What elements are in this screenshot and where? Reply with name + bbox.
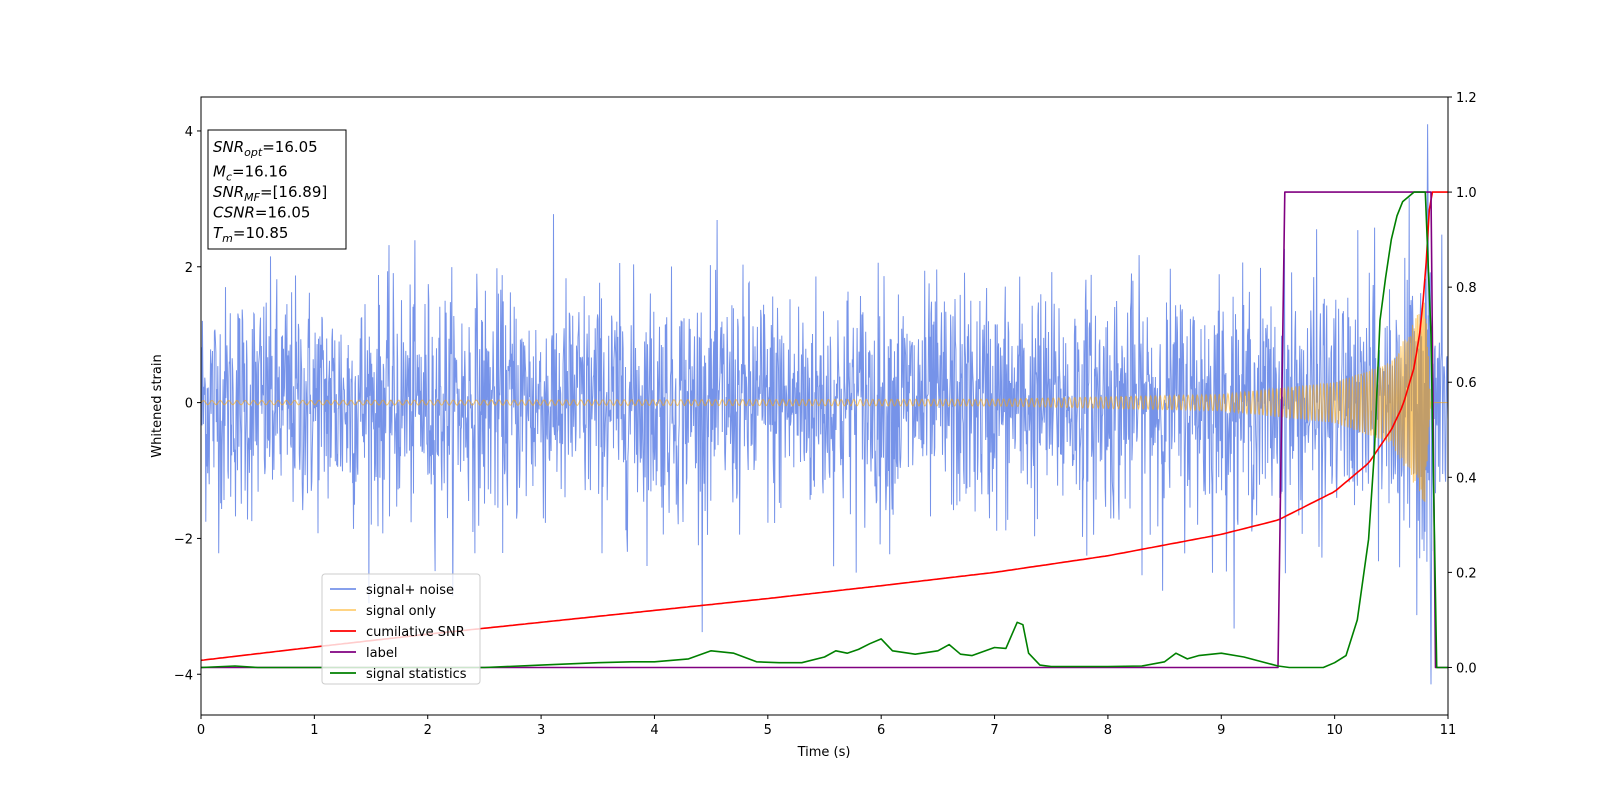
info-annotation-box: SNRopt=16.05 Mc=16.16SNRMF=[16.89]CSNR=16… [207,129,347,250]
y-tick-label: −4 [174,668,193,683]
legend-label: cumilative SNR [366,625,465,640]
y2-tick-label: 0.2 [1456,566,1477,581]
info-line: Tm=10.85 [213,224,288,245]
x-tick-label: 2 [424,723,432,738]
series-signal-statistics-line [201,191,1448,669]
legend-label: label [366,646,397,661]
x-tick-label: 0 [197,723,205,738]
x-tick-label: 8 [1104,723,1112,738]
y2-tick-label: 1.0 [1456,186,1477,201]
legend-label: signal only [366,604,436,619]
y2-tick-label: 0.4 [1456,471,1477,486]
series-signal-only-line [201,302,1448,502]
info-line: Mc=16.16 [213,163,288,184]
legend-label: signal statistics [366,667,467,682]
y2-tick-label: 0.6 [1456,376,1477,391]
x-tick-label: 3 [537,723,545,738]
legend-item: label [330,646,397,661]
y-tick-label: 0 [185,397,193,412]
x-tick-label: 1 [310,723,318,738]
legend-item: signal+ noise [330,583,454,598]
info-line: SNRMF=[16.89] [213,183,327,204]
x-tick-label: 10 [1326,723,1343,738]
plot-area-frame [200,96,1449,716]
y2-tick-label: 0.0 [1456,661,1477,676]
x-tick-label: 4 [650,723,658,738]
y2-tick-label: 1.2 [1456,91,1477,106]
x-axis-label: Time (s) [797,745,851,760]
x-tick-label: 6 [877,723,885,738]
x-tick-label: 9 [1217,723,1225,738]
x-tick-label: 5 [764,723,772,738]
x-tick-label: 7 [990,723,998,738]
legend: signal+ noise signal only cumilative SNR la… [321,573,481,685]
info-line: CSNR=16.05 [213,204,310,222]
legend-item: signal statistics [330,667,467,682]
y-tick-label: 2 [185,261,193,276]
legend-item: cumilative SNR [330,625,465,640]
info-line: SNRopt=16.05 [213,138,318,159]
y-axis-label: Whitened strain [150,354,165,457]
y-tick-label: 4 [185,125,193,140]
legend-item: signal only [330,604,436,619]
x-tick-label: 11 [1440,723,1457,738]
y-tick-label: −2 [174,532,193,547]
legend-label: signal+ noise [366,583,454,598]
y2-tick-label: 0.8 [1456,281,1477,296]
